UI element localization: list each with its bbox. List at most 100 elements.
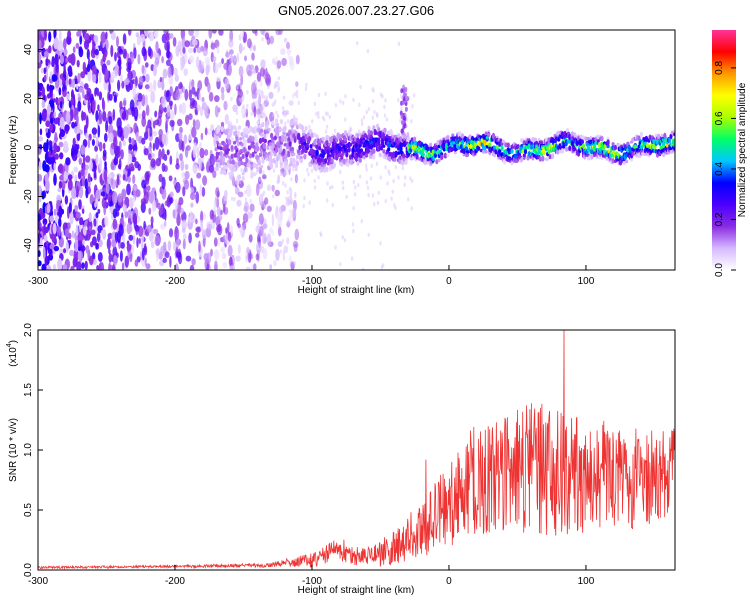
spectrogram-cell — [67, 30, 72, 39]
spectrogram-cell — [304, 133, 308, 140]
spectrogram-cell — [51, 60, 55, 68]
spectrogram-cell — [482, 150, 486, 154]
colorbar: 0.0 0.2 0.4 0.6 0.8 Normalized spectral ampl… — [712, 30, 748, 277]
spectrogram-cell — [86, 48, 90, 60]
spectrogram-cell — [397, 133, 401, 139]
spectrogram-cell — [53, 30, 56, 39]
spectrogram-cell — [261, 102, 266, 110]
spectrogram-cell — [94, 201, 97, 208]
spectrogram-cell — [401, 128, 404, 134]
spectrogram-cell — [43, 222, 46, 234]
spectrogram-cell — [229, 54, 234, 64]
spectrogram-cell — [459, 144, 463, 150]
spectrogram-cell — [72, 46, 76, 53]
spectrogram-cell — [251, 68, 257, 75]
spectrogram-cell — [122, 204, 127, 214]
spectrogram-cell — [269, 264, 273, 270]
spectrogram-cell — [191, 258, 196, 266]
spectrogram-cell — [62, 76, 65, 84]
spectrogram-cell — [42, 246, 46, 260]
spectrogram-cell — [240, 132, 244, 137]
spectrogram-cell — [91, 236, 97, 246]
spectrogram-cell — [600, 135, 604, 142]
spectrogram-cell — [174, 198, 178, 211]
spectrogram-cell — [252, 172, 256, 177]
spectrogram-cell — [87, 137, 91, 149]
spectrogram-cell — [282, 148, 286, 155]
spectrogram-cell — [329, 185, 332, 191]
spectrogram-cell — [298, 144, 302, 151]
spectrogram-cell — [233, 140, 237, 145]
spectrogram-cell — [78, 47, 84, 58]
spectrogram-cell — [52, 222, 57, 235]
spectrogram-x-tick-label: -300 — [28, 276, 48, 287]
spectrogram-cell — [73, 249, 79, 260]
spectrogram-cell — [310, 158, 314, 165]
spectrogram-cell — [240, 75, 244, 86]
spectrogram-cell — [252, 162, 256, 168]
spectrogram-cell — [397, 175, 400, 180]
spectrogram-cell — [108, 93, 113, 101]
spectrogram-cell — [47, 155, 53, 165]
spectrogram-cell — [276, 134, 280, 139]
spectrogram-cell — [42, 218, 48, 226]
spectrogram-cell — [131, 106, 135, 117]
spectrogram-cell — [510, 148, 514, 154]
spectrogram-cell — [246, 162, 250, 168]
spectrogram-cell — [308, 200, 311, 205]
spectrogram-cell — [330, 158, 334, 164]
spectrogram-cell — [169, 119, 175, 127]
spectrogram-cell — [632, 152, 636, 156]
spectrogram-cell — [523, 148, 528, 155]
spectrogram-cell — [287, 137, 291, 143]
spectrogram-cell — [283, 165, 287, 171]
spectrogram-cell — [358, 129, 361, 134]
spectrogram-cell — [132, 86, 136, 98]
spectrogram-cell — [438, 139, 443, 146]
spectrogram-cell — [399, 145, 403, 152]
spectrogram-cell — [86, 63, 91, 73]
spectrogram-cell — [339, 169, 342, 175]
spectrogram-cell — [336, 132, 340, 139]
spectrogram-cell — [206, 252, 212, 264]
spectrogram-cell — [273, 101, 276, 106]
spectrogram-cell — [319, 153, 323, 158]
spectrogram-cell — [173, 241, 177, 251]
spectrogram-cell — [359, 84, 362, 90]
spectrogram-cell — [596, 134, 600, 140]
spectrogram-cell — [141, 116, 147, 128]
spectrogram-cell — [281, 57, 287, 67]
spectrogram-cell — [268, 142, 272, 147]
spectrogram-cell — [131, 156, 137, 163]
spectrogram-cell — [310, 132, 314, 138]
spectrogram-cell — [38, 90, 42, 97]
spectrogram-cell — [260, 164, 264, 169]
spectrogram-cell — [193, 47, 196, 54]
spectrogram-cell — [273, 259, 277, 267]
spectrogram-cell — [347, 146, 351, 153]
spectrogram-cell — [48, 150, 52, 158]
spectrogram-cell — [147, 46, 152, 57]
spectrogram-cell — [43, 234, 48, 242]
spectrogram-cell — [169, 33, 174, 39]
spectrogram-cell — [212, 56, 217, 62]
spectrogram-cell — [594, 137, 598, 142]
spectrogram-cell — [402, 84, 405, 90]
spectrogram-cell — [172, 208, 178, 219]
spectrogram-cell — [238, 43, 243, 54]
spectrogram-cell — [400, 114, 404, 120]
spectrogram-cell — [313, 178, 316, 184]
spectrogram-cell — [244, 197, 248, 202]
spectrogram-cell — [137, 53, 141, 65]
spectrogram-cell — [437, 158, 441, 163]
spectrogram-cell — [64, 228, 69, 238]
spectrogram-cell — [61, 230, 64, 237]
spectrogram-cell — [358, 174, 362, 179]
spectrogram-cell — [563, 134, 567, 138]
spectrogram-cell — [352, 97, 355, 103]
spectrogram-cell — [367, 125, 371, 131]
spectrogram-cell — [189, 264, 195, 270]
spectrogram-cell — [128, 234, 134, 241]
spectrogram-cell — [293, 261, 296, 266]
spectrogram-cell — [261, 192, 264, 198]
